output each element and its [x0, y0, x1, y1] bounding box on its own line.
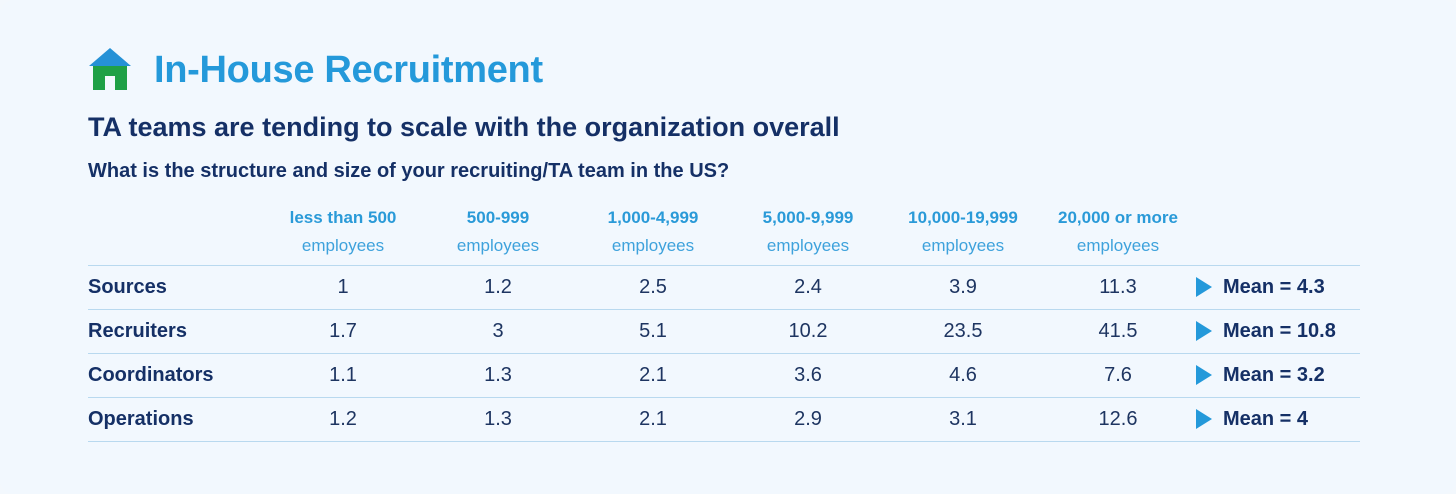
triangle-right-icon — [1196, 365, 1212, 385]
survey-question: What is the structure and size of your r… — [88, 160, 730, 182]
table-cell: 7.6 — [1104, 364, 1132, 386]
column-header: less than 500 employees — [258, 204, 428, 260]
row-divider — [88, 441, 1360, 442]
table-cell: 4.6 — [949, 364, 977, 386]
column-header: 1,000-4,999 employees — [568, 204, 738, 260]
mean-value: Mean = 10.8 — [1223, 319, 1336, 342]
triangle-right-icon — [1196, 409, 1212, 429]
column-header: 20,000 or more employees — [1033, 204, 1203, 260]
table-cell: 3 — [492, 320, 504, 342]
row-label: Operations — [88, 408, 194, 430]
table-cell: 1.2 — [484, 276, 512, 298]
table-cell: 1.3 — [484, 364, 512, 386]
column-header-unit: employees — [611, 236, 695, 255]
table-cell: 2.1 — [639, 408, 667, 430]
table-cell: 23.5 — [943, 320, 983, 342]
column-header-range: 10,000-19,999 — [908, 208, 1018, 227]
mean-value: Mean = 4 — [1223, 407, 1309, 430]
mean-indicator: Mean = 4 — [1196, 405, 1308, 433]
table-cell: 10.2 — [788, 320, 828, 342]
row-divider — [88, 353, 1360, 354]
table-cell: 2.4 — [794, 276, 822, 298]
table-cell: 1.1 — [329, 364, 357, 386]
table-cell: 3.6 — [794, 364, 822, 386]
table-cell: 1 — [337, 276, 349, 298]
triangle-right-icon — [1196, 321, 1212, 341]
triangle-right-icon — [1196, 277, 1212, 297]
row-label: Recruiters — [88, 320, 187, 342]
table-cell: 2.9 — [794, 408, 822, 430]
column-header-range: 20,000 or more — [1057, 208, 1178, 227]
table-cell: 2.1 — [639, 364, 667, 386]
column-header-range: 500-999 — [466, 208, 530, 227]
table-cell: 1.3 — [484, 408, 512, 430]
row-divider — [88, 397, 1360, 398]
page-title: In-House Recruitment — [154, 48, 543, 91]
table-cell: 3.1 — [949, 408, 977, 430]
table-cell: 2.5 — [639, 276, 667, 298]
column-header-unit: employees — [456, 236, 540, 255]
column-header: 5,000-9,999 employees — [723, 204, 893, 260]
mean-value: Mean = 3.2 — [1223, 363, 1325, 386]
table-cell: 1.7 — [329, 320, 357, 342]
table-cell: 12.6 — [1098, 408, 1138, 430]
table-cell: 41.5 — [1098, 320, 1138, 342]
subtitle: TA teams are tending to scale with the o… — [88, 112, 840, 142]
house-icon — [89, 48, 131, 90]
column-header: 500-999 employees — [413, 204, 583, 260]
mean-value: Mean = 4.3 — [1223, 275, 1325, 298]
mean-indicator: Mean = 10.8 — [1196, 317, 1336, 345]
table-cell: 3.9 — [949, 276, 977, 298]
row-label: Sources — [88, 276, 167, 298]
mean-indicator: Mean = 4.3 — [1196, 273, 1325, 301]
column-header-unit: employees — [766, 236, 850, 255]
column-header-range: 1,000-4,999 — [607, 208, 699, 227]
table-cell: 1.2 — [329, 408, 357, 430]
row-divider — [88, 309, 1360, 310]
row-label: Coordinators — [88, 364, 214, 386]
column-header-unit: employees — [301, 236, 385, 255]
row-divider — [88, 265, 1360, 266]
table-cell: 11.3 — [1099, 276, 1137, 298]
table-cell: 5.1 — [639, 320, 667, 342]
column-header-unit: employees — [921, 236, 1005, 255]
column-header-range: less than 500 — [289, 208, 397, 227]
mean-indicator: Mean = 3.2 — [1196, 361, 1325, 389]
column-header-unit: employees — [1076, 236, 1160, 255]
column-header-range: 5,000-9,999 — [762, 208, 854, 227]
title-row: In-House Recruitment — [88, 40, 543, 100]
column-header: 10,000-19,999 employees — [878, 204, 1048, 260]
